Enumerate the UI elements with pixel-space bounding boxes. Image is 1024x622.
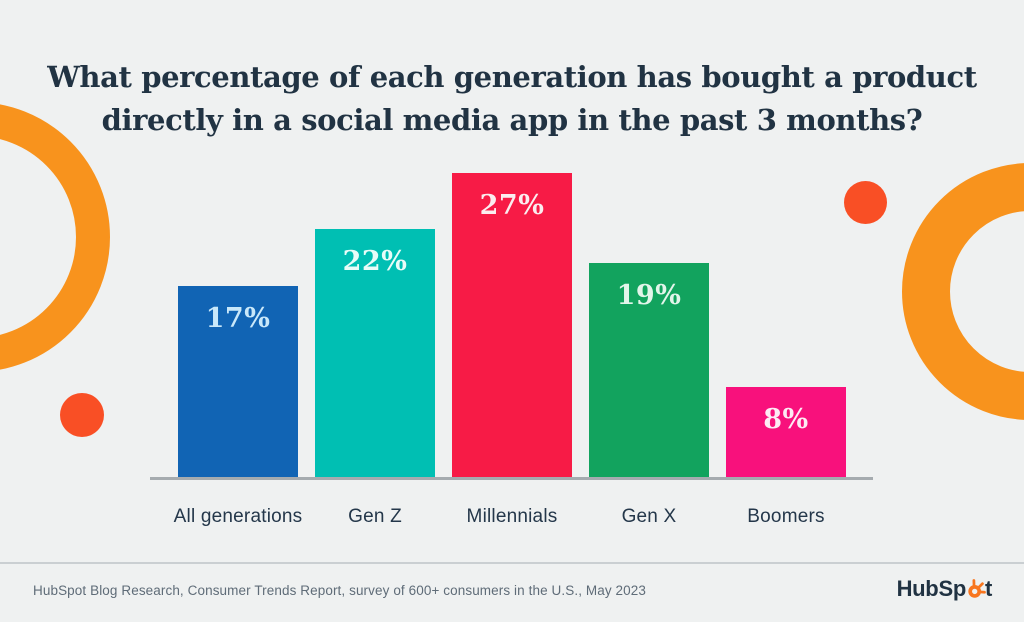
orange-ring-right-decoration	[902, 163, 1024, 420]
bar-value-label: 27%	[479, 190, 545, 221]
chart-title-line-1: What percentage of each generation has b…	[47, 60, 977, 94]
bar-value-label: 8%	[763, 404, 809, 435]
chart-title: What percentage of each generation has b…	[0, 56, 1024, 142]
bar-gen-x: 19%	[589, 263, 709, 477]
category-label-gen-x: Gen X	[621, 506, 677, 527]
bar-all-generations: 17%	[178, 286, 298, 477]
chart-title-line-2: directly in a social media app in the pa…	[101, 103, 923, 137]
bar-value-label: 17%	[205, 303, 271, 334]
bar-value-label: 19%	[616, 280, 682, 311]
footer: HubSpot Blog Research, Consumer Trends R…	[0, 562, 1024, 622]
orange-ring-left-decoration	[0, 102, 110, 372]
bar-millennials: 27%	[452, 173, 572, 477]
bar-group: 17% 22% 27% 19% 8%	[178, 173, 846, 477]
x-axis-line	[150, 477, 873, 480]
x-axis-labels: All generations Gen Z Millennials Gen X …	[173, 506, 846, 528]
category-label-millennials: Millennials	[466, 506, 558, 527]
bar-boomers: 8%	[726, 387, 846, 477]
orange-dot-right-decoration	[844, 181, 887, 224]
bar-gen-z: 22%	[315, 229, 435, 477]
source-attribution-text: HubSpot Blog Research, Consumer Trends R…	[33, 583, 646, 598]
category-label-all-generations: All generations	[173, 506, 303, 527]
hubspot-logo: HubSp t	[896, 576, 993, 602]
bar-value-label: 22%	[342, 246, 408, 277]
hubspot-logo-text-after: t	[984, 576, 992, 601]
hubspot-sprocket-icon	[965, 577, 986, 601]
category-label-boomers: Boomers	[747, 506, 825, 527]
category-label-gen-z: Gen Z	[348, 506, 402, 527]
hubspot-logo-text-before: HubSp	[896, 576, 967, 601]
orange-dot-left-decoration	[60, 393, 104, 437]
